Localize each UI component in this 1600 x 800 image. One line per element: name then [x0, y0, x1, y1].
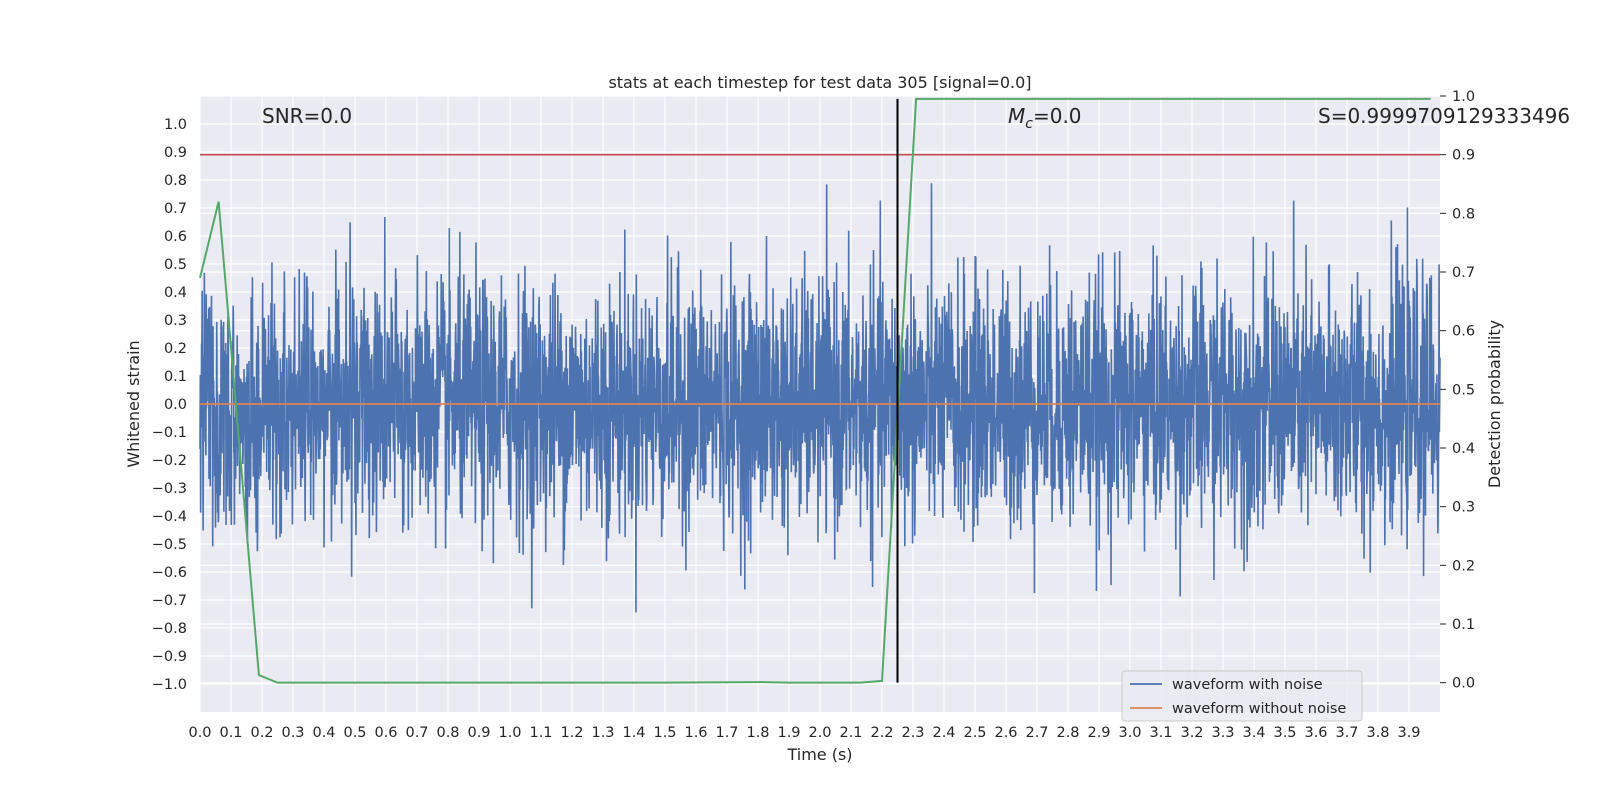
- x-tick-label: 2.7: [1025, 725, 1048, 741]
- y-tick-label: 0.9: [164, 145, 187, 161]
- y2-tick-label: 0.9: [1452, 148, 1475, 164]
- series-detection-probability: [199, 97, 1431, 684]
- legend-label-clean: waveform without noise: [1172, 701, 1346, 717]
- y2-tick-label: 0.8: [1452, 206, 1475, 222]
- y2-tick-label: 0.4: [1452, 441, 1475, 457]
- y-axis-label: Whitened strain: [124, 340, 143, 467]
- series-waveform-with-noise: [199, 183, 1441, 613]
- y2-tick-label: 0.7: [1452, 265, 1475, 281]
- x-tick-label: 0.4: [312, 725, 335, 741]
- plot-area: [199, 97, 1441, 684]
- x-tick-label: 3.3: [1211, 725, 1234, 741]
- x-tick-label: 0.0: [188, 725, 211, 741]
- y2-tick-label: 0.6: [1452, 324, 1475, 340]
- y-tick-label: 0.2: [164, 341, 187, 357]
- x-tick-label: 1.1: [529, 725, 552, 741]
- y-tick-label: −0.6: [152, 565, 187, 581]
- x-tick-label: 2.8: [1056, 725, 1079, 741]
- x-tick-label: 3.8: [1366, 725, 1389, 741]
- mc-annotation: Mc=0.0: [1008, 104, 1082, 132]
- snr-annotation: SNR=0.0: [262, 104, 352, 128]
- y-tick-label: 1.0: [164, 117, 187, 133]
- x-tick-label: 0.2: [250, 725, 273, 741]
- y-tick-label: 0.8: [164, 173, 187, 189]
- x-tick-label: 0.5: [343, 725, 366, 741]
- y-tick-label: −0.2: [152, 453, 187, 469]
- x-tick-label: 0.7: [405, 725, 428, 741]
- y2-axis-label: Detection probability: [1485, 320, 1504, 488]
- mc-value: =0.0: [1033, 104, 1082, 128]
- legend[interactable]: waveform with noise waveform without noi…: [1121, 670, 1363, 722]
- y2-axis-ticks: 1.0 0.9 0.8 0.7 0.6 0.5 0.4 0.3 0.2 0.1 0.0: [1440, 89, 1475, 692]
- x-tick-label: 1.5: [653, 725, 676, 741]
- x-tick-label: 3.1: [1149, 725, 1172, 741]
- x-axis-label: Time (s): [786, 745, 852, 764]
- x-tick-label: 0.8: [436, 725, 459, 741]
- y2-tick-label: 0.3: [1452, 500, 1475, 516]
- y-axis-ticks: 1.0 0.9 0.8 0.7 0.6 0.5 0.4 0.3 0.2 0.1 0.0 −0.1 −0.…: [152, 117, 187, 693]
- legend-label-noise: waveform with noise: [1172, 677, 1323, 693]
- y-tick-label: −0.4: [152, 509, 187, 525]
- x-tick-label: 1.6: [684, 725, 707, 741]
- x-tick-label: 3.0: [1118, 725, 1141, 741]
- y2-tick-label: 1.0: [1452, 89, 1475, 105]
- x-tick-label: 2.2: [870, 725, 893, 741]
- x-tick-label: 1.0: [498, 725, 521, 741]
- x-tick-label: 3.9: [1397, 725, 1420, 741]
- x-tick-label: 1.8: [746, 725, 769, 741]
- x-tick-label: 0.3: [281, 725, 304, 741]
- y-tick-label: 0.4: [164, 285, 187, 301]
- x-tick-label: 2.9: [1087, 725, 1110, 741]
- x-tick-label: 2.6: [994, 725, 1017, 741]
- x-tick-label: 1.2: [560, 725, 583, 741]
- y-tick-label: −0.1: [152, 425, 187, 441]
- y-tick-label: −0.3: [152, 481, 187, 497]
- x-tick-label: 3.2: [1180, 725, 1203, 741]
- mc-symbol: M: [1008, 104, 1025, 128]
- y-tick-label: 0.6: [164, 229, 187, 245]
- legend-box: [1121, 670, 1363, 722]
- x-tick-label: 0.9: [467, 725, 490, 741]
- x-tick-label: 3.4: [1242, 725, 1265, 741]
- y2-tick-label: 0.2: [1452, 558, 1475, 574]
- x-tick-label: 1.9: [777, 725, 800, 741]
- x-tick-label: 2.3: [901, 725, 924, 741]
- y-tick-label: −0.9: [152, 649, 187, 665]
- y-tick-label: −0.5: [152, 537, 187, 553]
- x-tick-label: 3.7: [1335, 725, 1358, 741]
- x-tick-label: 2.0: [808, 725, 831, 741]
- y-tick-label: −1.0: [152, 677, 187, 693]
- x-tick-label: 0.6: [374, 725, 397, 741]
- y-tick-label: −0.8: [152, 621, 187, 637]
- x-tick-label: 1.3: [591, 725, 614, 741]
- y-tick-label: 0.0: [164, 397, 187, 413]
- y2-tick-label: 0.5: [1452, 382, 1475, 398]
- x-tick-label: 2.4: [932, 725, 955, 741]
- y2-tick-label: 0.0: [1452, 676, 1475, 692]
- x-tick-label: 0.1: [219, 725, 242, 741]
- x-tick-label: 1.7: [715, 725, 738, 741]
- x-tick-label: 1.4: [622, 725, 645, 741]
- x-tick-label: 3.5: [1273, 725, 1296, 741]
- x-tick-label: 2.1: [839, 725, 862, 741]
- y-tick-label: 0.1: [164, 369, 187, 385]
- y2-tick-label: 0.1: [1452, 617, 1475, 633]
- y-tick-label: −0.7: [152, 593, 187, 609]
- x-tick-label: 2.5: [963, 725, 986, 741]
- s-annotation: S=0.9999709129333496: [1318, 104, 1570, 128]
- x-axis-ticks: 0.0 0.1 0.2 0.3 0.4 0.5 0.6 0.7 0.8 0.9 1.0 1.1 1.2 1…: [188, 725, 1420, 741]
- y-tick-label: 0.5: [164, 257, 187, 273]
- x-tick-label: 3.6: [1304, 725, 1327, 741]
- y-tick-label: 0.7: [164, 201, 187, 217]
- mc-subscript: c: [1025, 116, 1033, 132]
- y-tick-label: 0.3: [164, 313, 187, 329]
- chart-title: stats at each timestep for test data 305…: [608, 73, 1031, 92]
